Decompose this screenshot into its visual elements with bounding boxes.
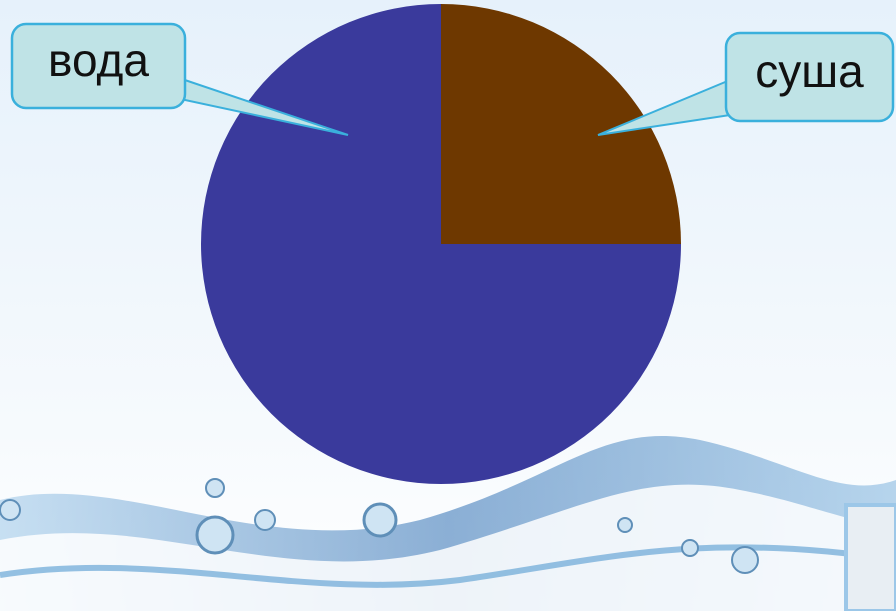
- wave-decoration: [0, 436, 896, 611]
- category-label: вода: [48, 34, 149, 86]
- pie: [201, 4, 681, 484]
- callouts: суша вода: [10, 22, 895, 136]
- pie-slice: [201, 4, 681, 484]
- pie-slice: [441, 4, 681, 244]
- callout-box: [10, 22, 187, 110]
- category-label: суша: [755, 45, 864, 97]
- callout-box: [724, 31, 895, 123]
